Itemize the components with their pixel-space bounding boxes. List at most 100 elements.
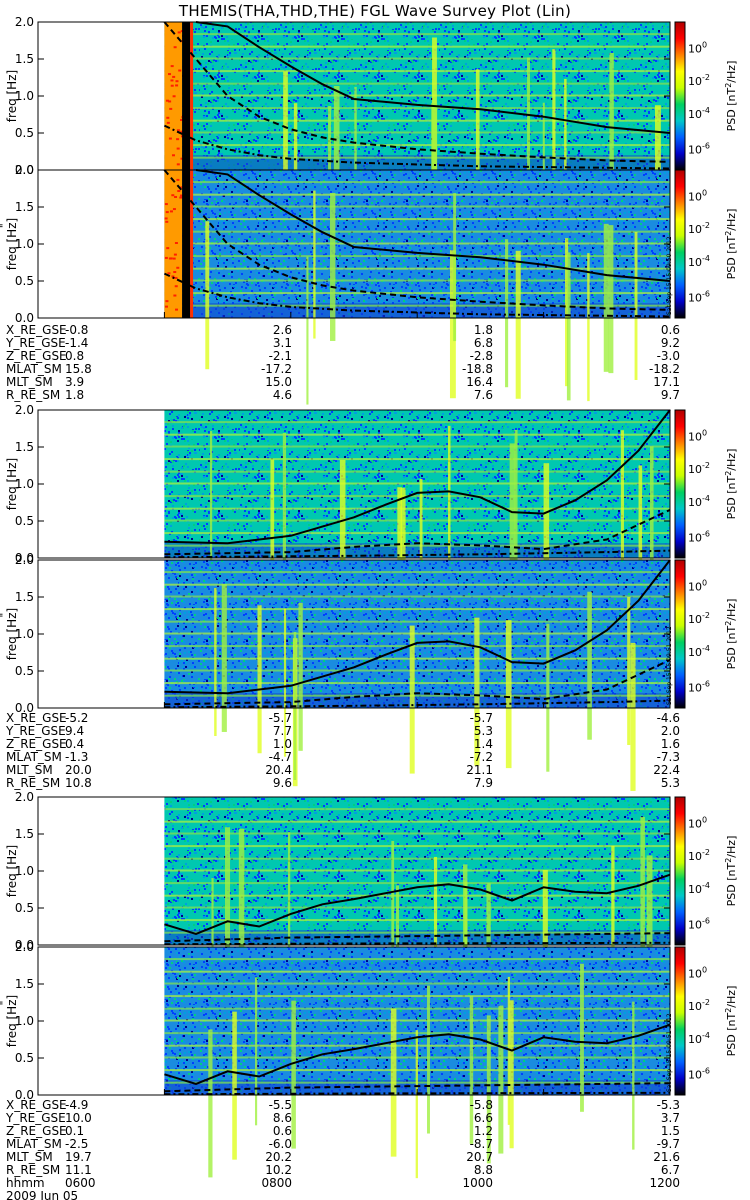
- harmonic-line: [164, 144, 670, 147]
- wave-burst: [630, 642, 636, 791]
- ephemeris-value: 0600: [65, 1176, 96, 1190]
- ephemeris-value: 17.1: [653, 375, 680, 389]
- ephemeris-label: MLAT_SM: [6, 362, 62, 376]
- harmonic-line: [164, 470, 670, 473]
- high-power-speck: [180, 186, 184, 189]
- wave-burst: [507, 976, 510, 1125]
- wave-burst: [415, 1030, 418, 1179]
- y-tick-label: 1.5: [15, 440, 34, 454]
- wave-burst: [298, 602, 303, 751]
- y-tick-label: 2.0: [15, 790, 34, 804]
- y-tick-label: 0.0: [15, 163, 34, 177]
- high-power-speck: [164, 217, 168, 220]
- wave-burst: [627, 597, 631, 746]
- ephemeris-value: -4.7: [269, 750, 292, 764]
- high-power-speck: [173, 271, 177, 274]
- wave-burst: [611, 845, 615, 994]
- wave-burst: [390, 1008, 397, 1157]
- gyrofrequency-curve: [195, 169, 671, 282]
- high-power-speck: [173, 294, 177, 297]
- harmonic-line: [164, 519, 670, 522]
- y-tick-label: 2.0: [15, 553, 34, 567]
- wave-burst: [448, 425, 451, 574]
- wave-burst: [505, 239, 509, 388]
- y-tick-label: 1.0: [15, 864, 34, 878]
- wave-burst: [603, 223, 609, 372]
- high-power-speck: [171, 154, 175, 157]
- ephemeris-value: -4.9: [65, 1098, 88, 1112]
- harmonic-line: [164, 970, 670, 973]
- wave-burst: [208, 1029, 213, 1178]
- high-power-region: [164, 170, 183, 318]
- wave-burst: [282, 433, 287, 582]
- ephemeris-value: 1.4: [474, 737, 493, 751]
- harmonic-line: [164, 421, 670, 424]
- wave-burst: [505, 620, 512, 769]
- ephemeris-value: -3.0: [657, 349, 680, 363]
- ephemeris-label: X_RE_GSE: [6, 323, 67, 337]
- ephemeris-value: 8.8: [474, 1163, 493, 1177]
- ion-gyrofrequency-curve: [163, 124, 671, 170]
- high-power-speck: [180, 194, 184, 197]
- ephemeris-label: MLT_SM: [6, 1150, 53, 1164]
- colorbar-tick-label: 10-6: [688, 679, 710, 694]
- ephemeris-value: -5.3: [657, 1098, 680, 1112]
- high-power-speck: [174, 276, 178, 279]
- ephemeris-value: -8.7: [470, 1137, 493, 1151]
- wave-burst: [565, 238, 569, 387]
- harmonic-line: [164, 119, 670, 122]
- wave-burst: [640, 816, 645, 965]
- wave-burst: [255, 977, 258, 1126]
- wave-burst: [587, 253, 590, 402]
- panel-label: THE B⊥: [0, 848, 3, 895]
- gyrofrequency-curve: [164, 559, 671, 695]
- colorbar-tick-label: 10-6: [688, 289, 710, 304]
- colorbar-tick-label: 10-2: [688, 73, 710, 88]
- high-power-speck: [168, 100, 172, 103]
- harmonic-line: [164, 230, 670, 233]
- timestamp-stamp: Sat Sep 15 15:09:50 2012: [666, 236, 673, 315]
- harmonic-line: [164, 205, 670, 208]
- colorbar-tick-label: 100: [688, 189, 707, 204]
- harmonic-line: [164, 107, 670, 110]
- harmonic-line: [164, 995, 670, 998]
- y-axis-label: freq [Hz]: [5, 845, 19, 897]
- high-power-speck: [174, 285, 178, 288]
- harmonic-line: [164, 1019, 670, 1022]
- ephemeris-value: -2.8: [470, 349, 493, 363]
- ephemeris-value: -5.7: [269, 711, 292, 725]
- colorbar-tick-label: 10-4: [688, 1031, 710, 1046]
- y-tick-label: 1.5: [15, 590, 34, 604]
- colorbar-tick-label: 10-6: [688, 529, 710, 544]
- ephemeris-value: 0.6: [661, 323, 680, 337]
- wave-burst: [224, 827, 231, 976]
- high-power-speck: [172, 75, 176, 78]
- high-power-speck: [166, 116, 170, 119]
- ephemeris-label: MLT_SM: [6, 375, 53, 389]
- wave-burst: [409, 625, 415, 774]
- y-tick-label: 0.5: [15, 901, 34, 915]
- colorbar-label: PSD [nT2/Hz]: [724, 449, 738, 520]
- wave-burst: [462, 864, 468, 1013]
- wave-burst: [475, 69, 480, 218]
- wave-burst: [634, 231, 638, 380]
- wave-burst: [330, 192, 336, 341]
- ephemeris-label: hhmm: [6, 1176, 45, 1190]
- ephemeris-value: -5.8: [470, 1098, 493, 1112]
- y-tick-label: 1.0: [15, 237, 34, 251]
- colorbar-tick-label: 10-2: [688, 998, 710, 1013]
- harmonic-line: [164, 869, 670, 872]
- y-tick-label: 1.0: [15, 627, 34, 641]
- harmonic-line: [164, 808, 670, 811]
- colorbar: [674, 169, 686, 319]
- high-power-speck: [180, 118, 184, 121]
- ephemeris-value: 1.8: [474, 323, 493, 337]
- ephemeris-value: 2.0: [661, 724, 680, 738]
- wave-burst: [238, 828, 245, 977]
- wave-burst: [620, 430, 624, 579]
- wave-burst: [608, 225, 614, 374]
- panel-label: THE B∥: [0, 1000, 3, 1043]
- harmonic-line: [164, 894, 670, 897]
- high-power-speck: [175, 80, 179, 83]
- y-tick-label: 2.0: [15, 403, 34, 417]
